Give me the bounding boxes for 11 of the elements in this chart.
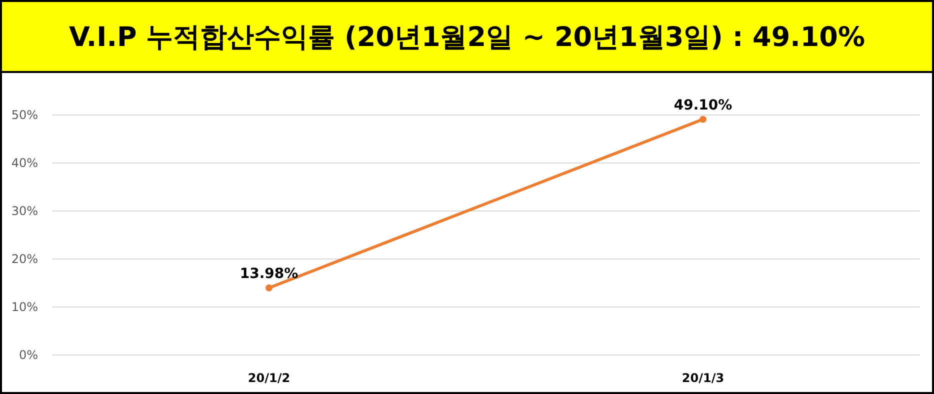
x-tick-label: 20/1/3 bbox=[682, 371, 724, 385]
data-label: 49.10% bbox=[674, 97, 732, 114]
y-tick-label: 0% bbox=[18, 348, 38, 362]
x-tick-label: 20/1/2 bbox=[248, 371, 290, 385]
y-tick-label: 10% bbox=[11, 300, 38, 314]
data-label: 13.98% bbox=[240, 266, 298, 282]
y-tick-label: 30% bbox=[11, 204, 38, 218]
y-tick-label: 40% bbox=[11, 156, 38, 170]
y-tick-label: 20% bbox=[11, 252, 38, 266]
y-tick-label: 50% bbox=[11, 108, 38, 122]
chart-title: V.I.P 누적합산수익률 (20년1월2일 ~ 20년1월3일) : 49.10% bbox=[68, 22, 866, 53]
